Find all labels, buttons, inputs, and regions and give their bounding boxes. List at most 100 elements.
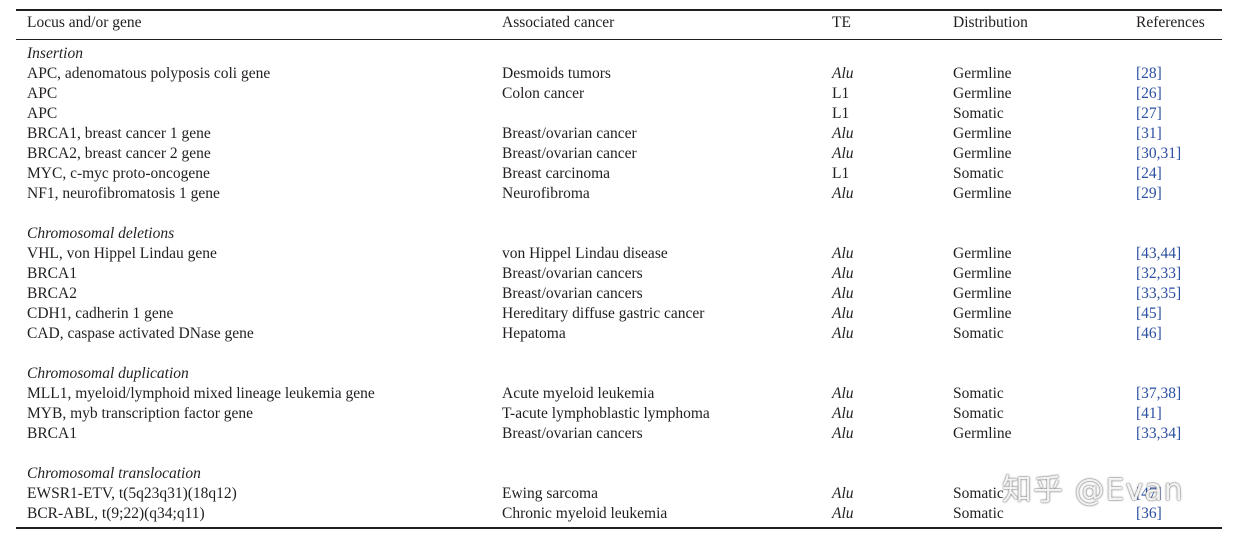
section-title: Chromosomal translocation [27, 465, 201, 482]
cell-associated-cancer: Breast carcinoma [502, 165, 611, 182]
cell-locus: BCR-ABL, t(9;22)(q34;q11) [27, 505, 205, 522]
cell-locus: BRCA1 [27, 265, 77, 282]
table-row: NF1, neurofibromatosis 1 gene Neurofibrom… [0, 184, 1236, 204]
reference-link[interactable]: [30,31] [1136, 145, 1182, 162]
reference-link[interactable]: [31] [1136, 125, 1162, 142]
section-spacer [0, 204, 1236, 224]
cell-associated-cancer: Breast/ovarian cancers [502, 425, 643, 442]
cell-associated-cancer: von Hippel Lindau disease [502, 245, 668, 262]
table-row: CAD, caspase activated DNase gene Hepatom… [0, 324, 1236, 344]
section-title: Insertion [27, 45, 83, 62]
cell-associated-cancer: Acute myeloid leukemia [502, 385, 655, 402]
table-row: BRCA1 Breast/ovarian cancers Alu Germline [3… [0, 264, 1236, 284]
cell-te: Alu [832, 265, 854, 282]
reference-link[interactable]: [24] [1136, 165, 1162, 182]
cell-locus: MLL1, myeloid/lymphoid mixed lineage leu… [27, 385, 375, 402]
cell-distribution: Somatic [953, 385, 1004, 402]
header-distribution: Distribution [953, 14, 1028, 31]
reference-link[interactable]: [45] [1136, 305, 1162, 322]
cell-distribution: Somatic [953, 505, 1004, 522]
table-row: APC, adenomatous polyposis coli gene Desm… [0, 64, 1236, 84]
reference-link[interactable]: [29] [1136, 185, 1162, 202]
cell-distribution: Germline [953, 305, 1012, 322]
cell-locus: BRCA1, breast cancer 1 gene [27, 125, 211, 142]
cell-distribution: Germline [953, 65, 1012, 82]
header-associated-cancer: Associated cancer [502, 14, 615, 31]
section-spacer [0, 344, 1236, 364]
cell-distribution: Somatic [953, 325, 1004, 342]
section-title-row: Chromosomal translocation [0, 464, 1236, 484]
cell-distribution: Somatic [953, 105, 1004, 122]
table-row: BRCA1, breast cancer 1 gene Breast/ovaria… [0, 124, 1236, 144]
reference-link[interactable]: [36] [1136, 505, 1162, 522]
reference-link[interactable]: [46] [1136, 325, 1162, 342]
cell-locus: EWSR1-ETV, t(5q23q31)(18q12) [27, 485, 237, 502]
cell-distribution: Germline [953, 125, 1012, 142]
cell-te: Alu [832, 145, 854, 162]
cell-te: Alu [832, 485, 854, 502]
cell-locus: BRCA2 [27, 285, 77, 302]
cell-te: Alu [832, 405, 854, 422]
cell-te: Alu [832, 285, 854, 302]
cell-associated-cancer: Desmoids tumors [502, 65, 611, 82]
cell-te: Alu [832, 65, 854, 82]
reference-link[interactable]: [27] [1136, 105, 1162, 122]
reference-link[interactable]: [28] [1136, 65, 1162, 82]
table-bottom-rule [16, 527, 1222, 529]
table-row: MLL1, myeloid/lymphoid mixed lineage leu… [0, 384, 1236, 404]
cell-distribution: Germline [953, 85, 1012, 102]
cell-associated-cancer: Chronic myeloid leukemia [502, 505, 668, 522]
cell-distribution: Germline [953, 185, 1012, 202]
reference-link[interactable]: [41] [1136, 405, 1162, 422]
cell-te: L1 [832, 165, 850, 182]
cell-locus: BRCA2, breast cancer 2 gene [27, 145, 211, 162]
reference-link[interactable]: [47] [1136, 485, 1162, 502]
cell-te: Alu [832, 505, 854, 522]
cell-locus: APC [27, 85, 58, 102]
reference-link[interactable]: [32,33] [1136, 265, 1182, 282]
reference-link[interactable]: [43,44] [1136, 245, 1182, 262]
watermark: 知乎 @Evan [1002, 473, 1184, 508]
table-header-row: Locus and/or gene Associated cancer TE D… [0, 13, 1236, 35]
cell-distribution: Germline [953, 285, 1012, 302]
cell-associated-cancer: Breast/ovarian cancers [502, 265, 643, 282]
cell-associated-cancer: Neurofibroma [502, 185, 590, 202]
table-row: BRCA2 Breast/ovarian cancers Alu Germline [3… [0, 284, 1236, 304]
cell-te: Alu [832, 305, 854, 322]
cell-associated-cancer: Hereditary diffuse gastric cancer [502, 305, 705, 322]
cell-associated-cancer: T-acute lymphoblastic lymphoma [502, 405, 710, 422]
cell-distribution: Germline [953, 265, 1012, 282]
section-title: Chromosomal duplication [27, 365, 189, 382]
cell-locus: APC, adenomatous polyposis coli gene [27, 65, 271, 82]
table-row: APC Colon cancer L1 Germline [26] [0, 84, 1236, 104]
cell-locus: CAD, caspase activated DNase gene [27, 325, 254, 342]
cell-locus: CDH1, cadherin 1 gene [27, 305, 174, 322]
reference-link[interactable]: [26] [1136, 85, 1162, 102]
section-title-row: Chromosomal duplication [0, 364, 1236, 384]
reference-link[interactable]: [33,35] [1136, 285, 1182, 302]
cell-distribution: Somatic [953, 485, 1004, 502]
cell-associated-cancer: Breast/ovarian cancer [502, 125, 637, 142]
table-row: VHL, von Hippel Lindau gene von Hippel Li… [0, 244, 1236, 264]
table-row: APC L1 Somatic [27] [0, 104, 1236, 124]
cell-locus: APC [27, 105, 58, 122]
cell-locus: MYB, myb transcription factor gene [27, 405, 253, 422]
table-row: EWSR1-ETV, t(5q23q31)(18q12) Ewing sarcom… [0, 484, 1236, 504]
table-body: Insertion APC, adenomatous polyposis coli… [0, 44, 1236, 524]
cell-distribution: Germline [953, 245, 1012, 262]
cell-te: Alu [832, 245, 854, 262]
reference-link[interactable]: [37,38] [1136, 385, 1182, 402]
cell-associated-cancer: Hepatoma [502, 325, 566, 342]
table-header-rule [16, 39, 1222, 40]
header-locus: Locus and/or gene [27, 14, 142, 31]
cell-distribution: Germline [953, 145, 1012, 162]
cell-associated-cancer: Breast/ovarian cancers [502, 285, 643, 302]
cell-te: L1 [832, 85, 850, 102]
table-row: CDH1, cadherin 1 gene Hereditary diffuse … [0, 304, 1236, 324]
cell-locus: BRCA1 [27, 425, 77, 442]
table-row: BRCA1 Breast/ovarian cancers Alu Germline [3… [0, 424, 1236, 444]
cell-te: Alu [832, 125, 854, 142]
cell-te: Alu [832, 185, 854, 202]
reference-link[interactable]: [33,34] [1136, 425, 1182, 442]
